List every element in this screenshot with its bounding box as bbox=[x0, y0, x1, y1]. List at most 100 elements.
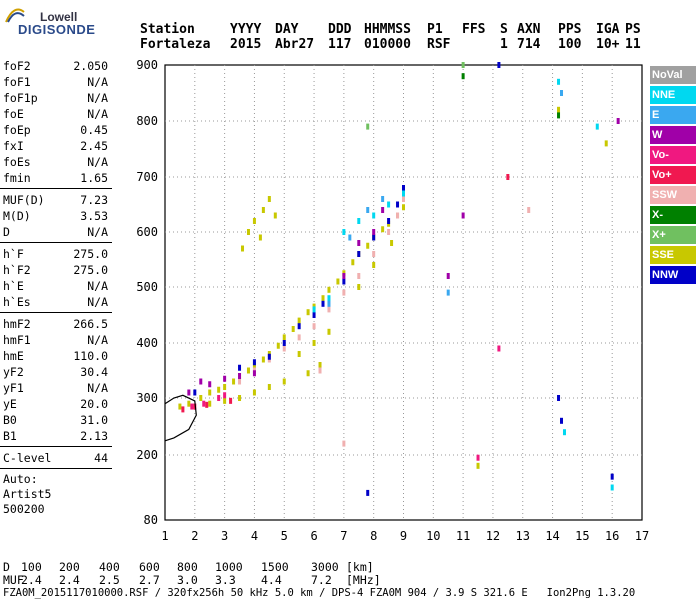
data-point-nnw bbox=[560, 417, 564, 424]
y-tick-label: 700 bbox=[136, 170, 158, 184]
data-point-sse bbox=[187, 400, 191, 407]
data-point-sse bbox=[297, 317, 301, 324]
data-point-nnw bbox=[610, 473, 614, 480]
param-value: 275.0 bbox=[73, 247, 108, 261]
x-tick-label: 10 bbox=[426, 529, 440, 543]
dist-value: 400 bbox=[99, 560, 120, 574]
param-label: foF1p bbox=[3, 91, 38, 105]
x-tick-label: 16 bbox=[605, 529, 619, 543]
dist-value: 1000 bbox=[215, 560, 243, 574]
param-row: B0 31.0 bbox=[0, 412, 112, 428]
legend-item-w: W bbox=[650, 126, 696, 144]
legend-item-nne: NNE bbox=[650, 86, 696, 104]
header-label-4: HHMMSS bbox=[364, 22, 411, 37]
param-row: D N/A bbox=[0, 224, 112, 240]
data-point-sse bbox=[327, 328, 331, 335]
param-row: foF1p N/A bbox=[0, 90, 112, 106]
data-point-vo- bbox=[497, 345, 501, 352]
y-tick-label: 600 bbox=[136, 225, 158, 239]
param-label: yF2 bbox=[3, 365, 24, 379]
data-point-e bbox=[348, 234, 352, 241]
param-label: M(D) bbox=[3, 209, 31, 223]
x-tick-label: 1 bbox=[161, 529, 168, 543]
param-label: foF2 bbox=[3, 59, 31, 73]
param-label: h`F2 bbox=[3, 263, 31, 277]
header-label-8: AXN bbox=[517, 22, 541, 37]
data-point-nnw bbox=[372, 234, 376, 241]
data-point-w bbox=[357, 240, 361, 246]
muf-value: 7.2 bbox=[311, 573, 332, 587]
data-point-sse bbox=[372, 262, 376, 268]
muf-label: MUF bbox=[3, 573, 24, 587]
param-separator bbox=[0, 446, 112, 447]
param-label: foEp bbox=[3, 123, 31, 137]
param-value: 2.45 bbox=[80, 139, 108, 153]
x-tick-label: 11 bbox=[456, 529, 470, 543]
auto-line3: 500200 bbox=[3, 502, 45, 516]
param-row: h`E N/A bbox=[0, 278, 112, 294]
data-point-nne bbox=[387, 201, 391, 208]
x-tick-label: 14 bbox=[545, 529, 559, 543]
logo-mark-icon bbox=[5, 8, 25, 23]
data-point-sse bbox=[276, 342, 280, 349]
footer-info: FZA0M_2015117010000.RSF / 320fx256h 50 k… bbox=[3, 587, 636, 599]
data-point-sse bbox=[402, 204, 405, 211]
data-point-sse bbox=[336, 278, 340, 285]
header-label-10: IGA bbox=[596, 22, 620, 37]
param-row: h`Es N/A bbox=[0, 294, 112, 310]
data-point-sse bbox=[246, 367, 250, 374]
data-point-vo- bbox=[229, 397, 233, 404]
data-point-x- bbox=[461, 62, 465, 68]
data-point-ssw bbox=[387, 229, 391, 235]
muf-value: 2.7 bbox=[139, 573, 160, 587]
data-point-nnw bbox=[357, 251, 361, 257]
data-point-sse bbox=[252, 218, 256, 224]
data-point-nnw bbox=[396, 201, 400, 208]
data-point-e bbox=[560, 90, 564, 96]
data-point-nnw bbox=[402, 185, 405, 191]
header-value-8: 714 bbox=[517, 37, 541, 52]
data-point-ssw bbox=[342, 440, 346, 447]
param-row: C-level 44 bbox=[0, 450, 112, 466]
data-point-sse bbox=[267, 196, 271, 202]
header-value-7: 1 bbox=[500, 37, 508, 52]
data-point-sse bbox=[217, 386, 221, 393]
param-separator bbox=[0, 188, 112, 189]
muf-value: 3.3 bbox=[215, 573, 236, 587]
header-label-6: FFS bbox=[462, 22, 486, 37]
data-point-nne bbox=[562, 429, 566, 436]
autoscaling-info: Auto: Artist5 500200 bbox=[0, 472, 112, 517]
param-label: MUF(D) bbox=[3, 193, 45, 207]
param-row: hmF2 266.5 bbox=[0, 316, 112, 332]
data-point-w bbox=[381, 207, 385, 213]
data-point-nnw bbox=[282, 340, 286, 346]
data-point-vo- bbox=[202, 400, 206, 407]
param-row: yE 20.0 bbox=[0, 396, 112, 412]
y-tick-label: 200 bbox=[136, 448, 158, 462]
data-point-sse bbox=[312, 340, 316, 346]
x-tick-label: 9 bbox=[400, 529, 407, 543]
data-point-sse bbox=[282, 378, 286, 385]
header-value-1: 2015 bbox=[230, 37, 262, 52]
data-point-x- bbox=[366, 123, 370, 130]
data-point-nnw bbox=[321, 300, 325, 307]
param-row: yF2 30.4 bbox=[0, 364, 112, 380]
param-label: foEs bbox=[3, 155, 31, 169]
header-value-5: RSF bbox=[427, 37, 451, 52]
data-point-ssw bbox=[342, 289, 346, 296]
auto-line2: Artist5 bbox=[3, 487, 52, 501]
param-row: hmF1 N/A bbox=[0, 332, 112, 348]
param-value: 31.0 bbox=[80, 413, 108, 427]
data-point-nne bbox=[372, 212, 376, 219]
auto-line1: Auto: bbox=[3, 472, 38, 486]
data-point-sse bbox=[351, 259, 355, 266]
param-label: foE bbox=[3, 107, 24, 121]
legend-item-x-: X- bbox=[650, 206, 696, 224]
header-label-2: DAY bbox=[275, 22, 299, 37]
legend-item-vo-: Vo- bbox=[650, 146, 696, 164]
data-point-sse bbox=[208, 389, 212, 396]
dist-value: 1500 bbox=[261, 560, 289, 574]
legend-item-sse: SSE bbox=[650, 246, 696, 264]
data-point-nnw bbox=[267, 353, 271, 360]
data-point-sse bbox=[297, 351, 301, 357]
